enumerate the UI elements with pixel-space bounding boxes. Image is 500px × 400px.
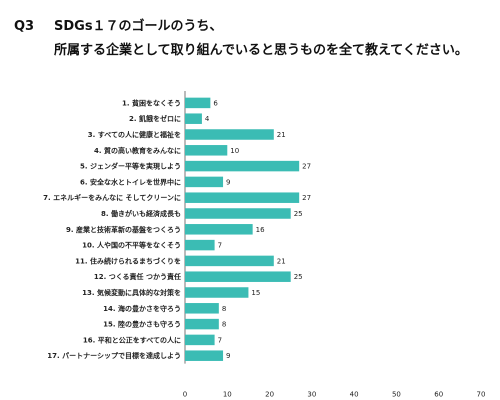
bar (185, 303, 219, 314)
category-label: 2. 飢餓をゼロに (129, 114, 181, 123)
x-tick-label: 0 (183, 391, 187, 399)
title-line-2: 所属する企業として取り組んでいると思うものを全て教えてください。 (54, 43, 468, 58)
data-label: 25 (294, 210, 303, 218)
category-label: 12. つくる責任 つかう責任 (94, 272, 181, 281)
bar (185, 160, 300, 172)
data-label: 27 (302, 194, 311, 202)
chart-title: Q3 SDGs１７のゴールのうち、 所属する企業として取り組んでいると思うものを全… (14, 15, 494, 63)
data-label: 10 (230, 147, 239, 155)
category-label: 9. 産業と技術革新の基盤をつくろう (66, 225, 181, 234)
data-label: 8 (222, 321, 226, 329)
category-label: 13. 気候変動に具体的な対策を (82, 288, 181, 297)
data-label: 27 (302, 163, 311, 171)
bar (185, 208, 291, 219)
category-label: 4. 質の高い教育をみんなに (94, 146, 181, 155)
x-tick-label: 50 (392, 391, 401, 399)
title-line-1: SDGs１７のゴールのうち、 (54, 19, 223, 34)
data-label: 4 (205, 115, 210, 123)
data-label: 9 (226, 352, 230, 360)
category-label: 8. 働きがいも経済成長も (101, 209, 181, 218)
category-label: 10. 人や国の不平等をなくそう (82, 241, 181, 250)
category-label: 5. ジェンダー平等を実現しよう (80, 162, 181, 171)
data-label: 7 (218, 242, 222, 250)
x-tick-label: 10 (223, 391, 232, 399)
bar (185, 176, 224, 188)
data-label: 15 (251, 289, 260, 297)
bar (185, 192, 300, 203)
category-label: 3. すべての人に健康と福祉を (88, 130, 181, 139)
x-tick-label: 20 (265, 391, 274, 399)
bar (185, 271, 291, 282)
data-label: 21 (277, 131, 286, 139)
category-label: 14. 海の豊かさを守ろう (103, 304, 181, 313)
category-label: 7. エネルギーをみんなに そしてクリーンに (43, 193, 181, 202)
bar (185, 129, 274, 140)
x-tick-label: 60 (434, 391, 443, 399)
question-number: Q3 (14, 19, 35, 34)
category-label: 1. 貧困をなくそう (122, 98, 181, 107)
x-tick-label: 30 (307, 391, 316, 399)
data-label: 21 (277, 257, 286, 265)
bar (185, 318, 219, 330)
bar (185, 334, 215, 346)
category-label: 17. パートナーシップで目標を達成しよう (47, 351, 181, 360)
category-label: 16. 平和と公正をすべての人に (83, 335, 181, 344)
bar (185, 224, 253, 235)
data-label: 16 (256, 226, 265, 234)
bar (185, 239, 215, 251)
bar (185, 145, 228, 156)
data-label: 25 (294, 273, 303, 281)
x-tick-label: 40 (350, 391, 359, 399)
category-label: 11. 住み続けられるまちづくりを (75, 256, 181, 265)
data-label: 7 (218, 336, 222, 344)
data-label: 6 (213, 99, 218, 107)
x-tick-label: 70 (477, 391, 486, 399)
data-label: 9 (226, 178, 230, 186)
category-label: 15. 陸の豊かさも守ろう (103, 320, 181, 329)
bar (185, 287, 249, 298)
bar (185, 255, 274, 267)
bar (185, 97, 211, 109)
bar (185, 350, 224, 361)
data-label: 8 (222, 305, 226, 313)
category-label: 6. 安全な水とトイレを世界中に (80, 177, 181, 186)
bar (185, 113, 202, 124)
